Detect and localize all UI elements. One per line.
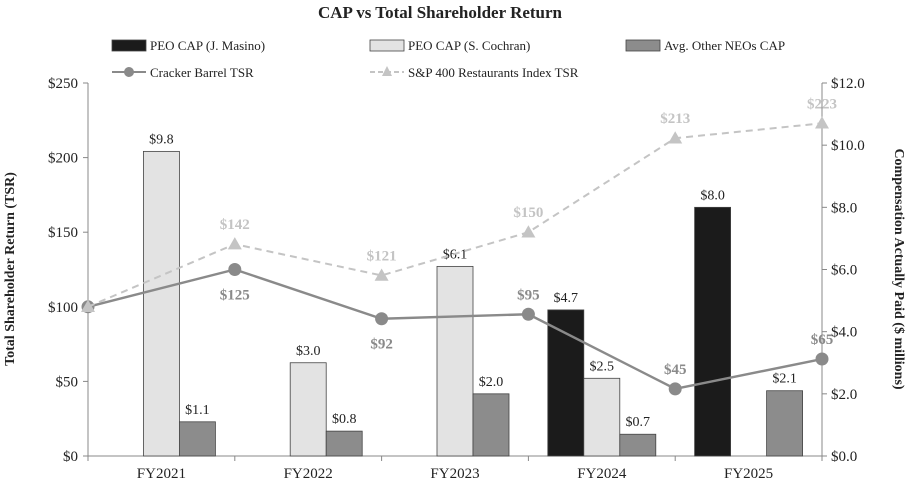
x-tick-label: FY2021 — [137, 466, 186, 482]
line-data-label: $150 — [513, 205, 543, 221]
y-right-tick-label: $8.0 — [831, 200, 857, 216]
bar-data-label: $6.1 — [443, 247, 468, 262]
line-point — [668, 131, 683, 144]
y-left-tick-label: $150 — [48, 225, 78, 241]
line-data-label: $65 — [811, 332, 834, 348]
bar-data-label: $9.8 — [149, 132, 174, 147]
line-point — [521, 307, 535, 321]
legend-label: S&P 400 Restaurants Index TSR — [408, 65, 579, 80]
y-left-tick-label: $200 — [48, 151, 78, 167]
chart-title: CAP vs Total Shareholder Return — [318, 3, 563, 22]
y-right-tick-label: $6.0 — [831, 263, 857, 279]
bar-data-label: $4.7 — [554, 291, 579, 306]
bar-data-label: $2.5 — [590, 359, 615, 374]
bar — [178, 421, 216, 457]
y-right-tick-label: $0.0 — [831, 449, 857, 465]
series-line — [87, 122, 823, 308]
bar — [694, 206, 731, 457]
legend-label: PEO CAP (S. Cochran) — [408, 38, 530, 53]
legend-label: Cracker Barrel TSR — [150, 65, 254, 80]
bar — [766, 390, 803, 457]
line-data-label: $142 — [220, 217, 250, 233]
bar — [619, 433, 657, 457]
line-data-label: $95 — [517, 287, 540, 303]
bar-data-label: $0.7 — [626, 415, 651, 430]
y-left-tick-label: $100 — [48, 300, 78, 316]
bar-data-label: $2.0 — [479, 375, 504, 390]
line-data-label: $45 — [664, 362, 687, 378]
line-point — [228, 263, 242, 276]
bars: $4.7 $8.0 $9.8 $3.0 $6.1 $2.5 $1.1 $0.8 $2.0 $0.7… — [142, 132, 803, 457]
x-tick-label: FY2023 — [430, 466, 479, 482]
bar-data-label: $1.1 — [185, 403, 210, 418]
line-point — [227, 237, 242, 250]
bar — [289, 362, 327, 457]
legend: PEO CAP (J. Masino) PEO CAP (S. Cochran) A… — [111, 38, 785, 80]
y-left-tick-label: $0 — [63, 449, 78, 465]
line-data-label: $223 — [807, 96, 837, 112]
legend-marker — [382, 66, 392, 76]
y-right-tick-label: $2.0 — [831, 387, 857, 403]
series-line — [87, 268, 823, 391]
y-left-tick-label: $50 — [56, 374, 79, 390]
line-point — [521, 225, 536, 238]
line-point — [815, 116, 829, 129]
line-point — [374, 268, 389, 281]
x-tick-label: FY2022 — [284, 466, 333, 482]
line-data-label: $213 — [660, 111, 690, 127]
bar-data-label: $2.1 — [772, 372, 797, 387]
line-point — [668, 382, 682, 396]
y-right-tick-label: $4.0 — [831, 325, 857, 341]
line-data-label: $125 — [220, 288, 250, 304]
bar — [142, 150, 180, 457]
lines: $125 $92 $95 $45 $65 $142 $121 $150 $213 $223 — [81, 96, 837, 396]
bar — [547, 309, 585, 457]
bar — [325, 430, 363, 457]
bar — [436, 265, 474, 457]
y-right-axis-label: Compensation Actually Paid ($ millions) — [891, 148, 906, 389]
line-data-label: $92 — [370, 337, 393, 353]
line-point — [81, 299, 95, 313]
bar-data-label: $8.0 — [700, 188, 725, 203]
bar-data-label: $3.0 — [296, 344, 321, 359]
y-right-tick-label: $12.0 — [831, 76, 865, 92]
x-tick-label: FY2025 — [724, 466, 773, 482]
line-data-label: $121 — [367, 248, 397, 264]
bar — [472, 393, 510, 457]
y-left-axis-label: Total Shareholder Return (TSR) — [3, 172, 18, 366]
legend-label: Avg. Other NEOs CAP — [664, 38, 785, 53]
line-point — [815, 352, 829, 366]
x-tick-label: FY2024 — [577, 466, 627, 482]
legend-swatch — [369, 39, 405, 52]
bar — [583, 377, 621, 457]
legend-marker — [124, 67, 134, 77]
line-point — [375, 312, 389, 326]
y-left-tick-label: $250 — [48, 76, 78, 92]
legend-label: PEO CAP (J. Masino) — [150, 38, 265, 53]
legend-swatch — [625, 39, 661, 52]
legend-swatch — [111, 39, 147, 52]
y-right-tick-label: $10.0 — [831, 138, 865, 154]
bar-data-label: $0.8 — [332, 412, 357, 427]
